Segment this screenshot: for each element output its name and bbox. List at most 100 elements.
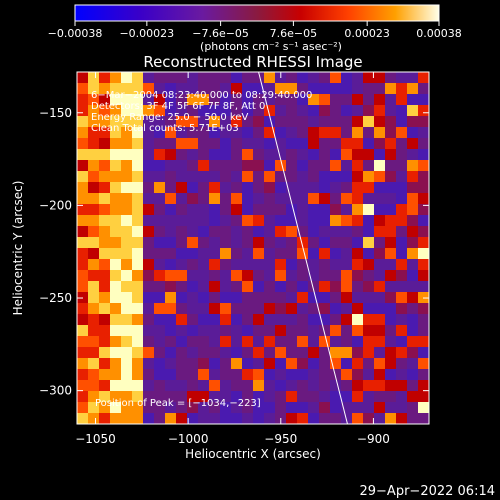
heatmap-cell: [352, 413, 364, 424]
heatmap-cell: [231, 149, 243, 161]
heatmap-cell: [231, 237, 243, 249]
heatmap-cell: [77, 127, 89, 139]
heatmap-cell: [286, 281, 298, 293]
heatmap-cell: [187, 402, 199, 414]
heatmap-cell: [77, 138, 89, 150]
heatmap-cell: [121, 182, 133, 194]
heatmap-cell: [352, 204, 364, 216]
heatmap-cell: [77, 105, 89, 117]
heatmap-cell: [264, 369, 276, 381]
heatmap-cell: [198, 193, 210, 205]
heatmap-cell: [341, 160, 353, 172]
heatmap-cell: [363, 259, 375, 271]
heatmap-cell: [418, 94, 429, 106]
heatmap-cell: [110, 413, 122, 424]
heatmap-cell: [77, 72, 89, 84]
heatmap-cell: [110, 215, 122, 227]
heatmap-cell: [187, 83, 199, 95]
heatmap-cell: [352, 347, 364, 359]
heatmap-cell: [319, 149, 331, 161]
heatmap-cell: [297, 369, 309, 381]
heatmap-cell: [209, 215, 221, 227]
heatmap-cell: [132, 160, 144, 172]
heatmap-cell: [319, 94, 331, 106]
heatmap-cell: [132, 248, 144, 260]
heatmap-cell: [418, 237, 429, 249]
heatmap-cell: [121, 149, 133, 161]
heatmap-cell: [363, 83, 375, 95]
heatmap-cell: [330, 116, 342, 128]
heatmap-cell: [99, 116, 111, 128]
heatmap-cell: [231, 248, 243, 260]
heatmap-cell: [297, 325, 309, 337]
heatmap-cell: [253, 83, 265, 95]
heatmap-cell: [275, 270, 287, 282]
heatmap-cell: [253, 358, 265, 370]
heatmap-cell: [176, 193, 188, 205]
heatmap-cell: [242, 171, 254, 183]
heatmap-cell: [121, 83, 133, 95]
heatmap-cell: [110, 160, 122, 172]
heatmap-cell: [341, 237, 353, 249]
heatmap-cell: [352, 259, 364, 271]
heatmap-cell: [121, 116, 133, 128]
heatmap-cell: [176, 226, 188, 238]
heatmap-cell: [418, 325, 429, 337]
heatmap-cell: [297, 116, 309, 128]
heatmap-cell: [407, 380, 419, 392]
heatmap-cell: [396, 281, 408, 293]
heatmap-cell: [308, 127, 320, 139]
heatmap-cell: [165, 259, 177, 271]
heatmap-cell: [198, 226, 210, 238]
heatmap-cell: [286, 182, 298, 194]
heatmap-cell: [374, 171, 386, 183]
heatmap-cell: [187, 336, 199, 348]
heatmap-cell: [275, 94, 287, 106]
heatmap-cell: [352, 237, 364, 249]
heatmap-cell: [275, 380, 287, 392]
heatmap-cell: [264, 325, 276, 337]
heatmap-cell: [242, 336, 254, 348]
heatmap-cell: [143, 413, 155, 424]
heatmap-cell: [297, 292, 309, 304]
heatmap-cell: [143, 270, 155, 282]
heatmap-cell: [363, 248, 375, 260]
heatmap-cell: [396, 292, 408, 304]
heatmap-cell: [374, 402, 386, 414]
heatmap-cell: [341, 171, 353, 183]
heatmap-cell: [286, 270, 298, 282]
heatmap-cell: [308, 402, 320, 414]
heatmap-cell: [352, 303, 364, 315]
heatmap-cell: [99, 171, 111, 183]
heatmap-cell: [330, 248, 342, 260]
heatmap-cell: [385, 193, 397, 205]
heatmap-cell: [242, 72, 254, 84]
heatmap-cell: [264, 72, 276, 84]
heatmap-cell: [363, 347, 375, 359]
heatmap-cell: [396, 237, 408, 249]
heatmap-cell: [297, 270, 309, 282]
heatmap-cell: [286, 336, 298, 348]
heatmap-cell: [77, 391, 89, 403]
heatmap-cell: [341, 325, 353, 337]
heatmap-cell: [407, 402, 419, 414]
heatmap-cell: [407, 116, 419, 128]
heatmap-cell: [77, 402, 89, 414]
heatmap-cell: [209, 325, 221, 337]
heatmap-cell: [121, 380, 133, 392]
heatmap-cell: [264, 413, 276, 424]
heatmap-cell: [143, 369, 155, 381]
heatmap-cell: [242, 138, 254, 150]
heatmap-cell: [231, 226, 243, 238]
colorbar-tick-label: −7.6e−05: [192, 27, 249, 40]
heatmap-cell: [121, 303, 133, 315]
heatmap-cell: [143, 281, 155, 293]
heatmap-cell: [297, 127, 309, 139]
heatmap-cell: [264, 83, 276, 95]
heatmap-cell: [143, 127, 155, 139]
heatmap-cell: [374, 336, 386, 348]
heatmap-cell: [253, 303, 265, 315]
heatmap-cell: [165, 391, 177, 403]
heatmap-cell: [209, 259, 221, 271]
heatmap-cell: [352, 149, 364, 161]
